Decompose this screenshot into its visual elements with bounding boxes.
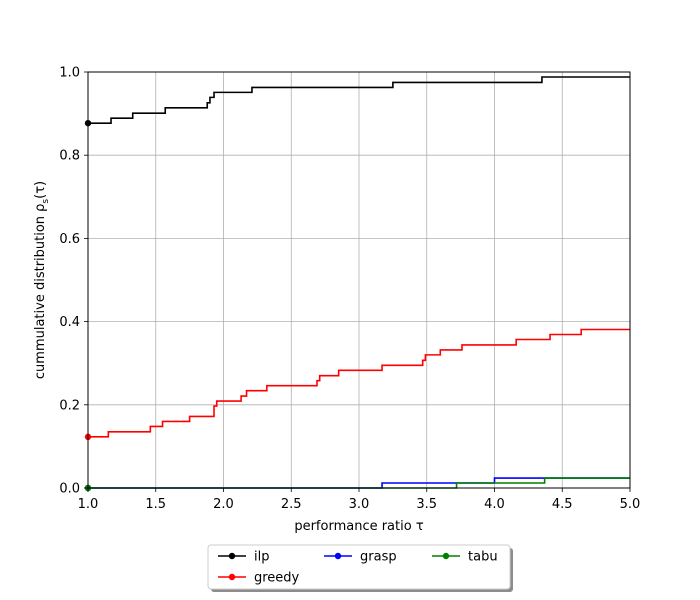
x-tick-label: 3.5	[416, 497, 437, 512]
series-line-greedy	[88, 328, 630, 438]
x-tick-label: 4.5	[552, 497, 573, 512]
legend-marker-greedy	[228, 573, 236, 581]
legend-marker-tabu	[442, 552, 450, 560]
y-tick-label: 0.6	[59, 232, 80, 247]
legend-label-ilp: ilp	[254, 550, 269, 565]
legend-label-greedy: greedy	[254, 571, 300, 586]
series-layer	[84, 76, 630, 492]
grid	[87, 71, 631, 489]
legend-marker-grasp	[334, 552, 342, 560]
legend: ilp greedy grasp tabu	[207, 544, 511, 590]
y-tick-label: 0.8	[59, 149, 80, 164]
x-tick-label: 5.0	[620, 497, 641, 512]
axis-ticks: 1.0 1.5 2.0 2.5 3.0 3.5 4.0 4.5 5.0 0.0 0.2 0.4 0.6 0…	[59, 66, 640, 513]
x-tick-label: 1.5	[145, 497, 166, 512]
y-tick-label: 0.4	[59, 315, 80, 330]
x-tick-label: 3.0	[349, 497, 370, 512]
x-axis-label: performance ratio τ	[294, 519, 423, 534]
y-tick-label: 0.2	[59, 398, 80, 413]
legend-marker-ilp	[228, 552, 236, 560]
x-tick-label: 1.0	[78, 497, 99, 512]
x-tick-label: 2.0	[213, 497, 234, 512]
y-tick-label: 1.0	[59, 66, 80, 81]
y-axis-label: cummulative distribution ρs(τ)	[33, 181, 51, 379]
y-tick-label: 0.0	[59, 482, 80, 497]
x-tick-label: 4.0	[484, 497, 505, 512]
legend-label-grasp: grasp	[360, 550, 397, 565]
legend-label-tabu: tabu	[468, 550, 498, 565]
series-line-ilp	[88, 76, 630, 124]
x-tick-label: 2.5	[281, 497, 302, 512]
